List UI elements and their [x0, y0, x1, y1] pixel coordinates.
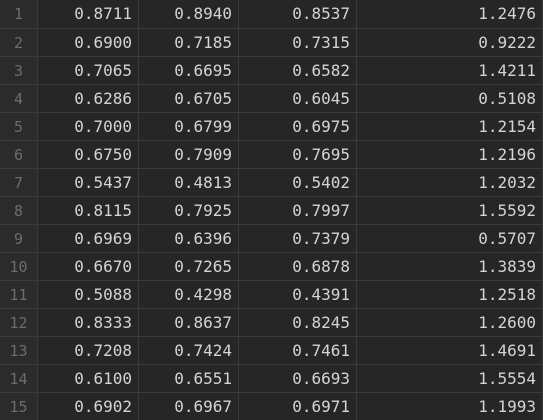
table-cell[interactable]: 0.5088: [38, 281, 139, 308]
table-cell[interactable]: 1.2032: [357, 169, 543, 196]
table-cell[interactable]: 0.7925: [139, 197, 239, 224]
table-row: 6 0.6750 0.7909 0.7695 1.2196: [0, 141, 543, 169]
table-cell[interactable]: 0.7424: [139, 337, 239, 364]
table-cell[interactable]: 0.6967: [139, 393, 239, 420]
table-cell[interactable]: 0.7208: [38, 337, 139, 364]
table-cell[interactable]: 0.7461: [239, 337, 357, 364]
table-row: 15 0.6902 0.6967 0.6971 1.1993: [0, 393, 543, 420]
table-row: 12 0.8333 0.8637 0.8245 1.2600: [0, 309, 543, 337]
table-cell[interactable]: 0.8333: [38, 309, 139, 336]
table-cell[interactable]: 0.7315: [239, 29, 357, 56]
table-cell[interactable]: 0.6396: [139, 225, 239, 252]
table-cell[interactable]: 0.6878: [239, 253, 357, 280]
table-cell[interactable]: 1.1993: [357, 393, 543, 420]
row-number[interactable]: 5: [0, 113, 38, 140]
table-cell[interactable]: 0.8115: [38, 197, 139, 224]
table-cell[interactable]: 0.5108: [357, 85, 543, 112]
row-number[interactable]: 4: [0, 85, 38, 112]
table-cell[interactable]: 0.6705: [139, 85, 239, 112]
table-cell[interactable]: 0.8637: [139, 309, 239, 336]
table-cell[interactable]: 0.6750: [38, 141, 139, 168]
table-cell[interactable]: 0.6670: [38, 253, 139, 280]
table-cell[interactable]: 0.6695: [139, 57, 239, 84]
table-cell[interactable]: 0.6693: [239, 365, 357, 392]
table-cell[interactable]: 0.6902: [38, 393, 139, 420]
table-cell[interactable]: 0.6975: [239, 113, 357, 140]
row-number[interactable]: 14: [0, 365, 38, 392]
table-cell[interactable]: 0.8245: [239, 309, 357, 336]
row-number[interactable]: 11: [0, 281, 38, 308]
table-cell[interactable]: 0.6971: [239, 393, 357, 420]
table-cell[interactable]: 0.6900: [38, 29, 139, 56]
table-row: 14 0.6100 0.6551 0.6693 1.5554: [0, 365, 543, 393]
table-row: 7 0.5437 0.4813 0.5402 1.2032: [0, 169, 543, 197]
table-row: 5 0.7000 0.6799 0.6975 1.2154: [0, 113, 543, 141]
table-row: 11 0.5088 0.4298 0.4391 1.2518: [0, 281, 543, 309]
table-cell[interactable]: 0.7185: [139, 29, 239, 56]
row-number[interactable]: 2: [0, 29, 38, 56]
table-cell[interactable]: 1.2154: [357, 113, 543, 140]
table-cell[interactable]: 0.4298: [139, 281, 239, 308]
table-row: 8 0.8115 0.7925 0.7997 1.5592: [0, 197, 543, 225]
table-cell[interactable]: 0.6969: [38, 225, 139, 252]
table-cell[interactable]: 0.9222: [357, 29, 543, 56]
table-cell[interactable]: 0.7265: [139, 253, 239, 280]
row-number[interactable]: 15: [0, 393, 38, 420]
table-row: 9 0.6969 0.6396 0.7379 0.5707: [0, 225, 543, 253]
row-number[interactable]: 3: [0, 57, 38, 84]
table-cell[interactable]: 0.6551: [139, 365, 239, 392]
table-cell[interactable]: 0.4391: [239, 281, 357, 308]
table-row: 13 0.7208 0.7424 0.7461 1.4691: [0, 337, 543, 365]
table-cell[interactable]: 1.3839: [357, 253, 543, 280]
table-cell[interactable]: 1.5592: [357, 197, 543, 224]
table-cell[interactable]: 0.5707: [357, 225, 543, 252]
table-row: 3 0.7065 0.6695 0.6582 1.4211: [0, 57, 543, 85]
table-cell[interactable]: 0.8940: [139, 0, 239, 28]
table-cell[interactable]: 0.6582: [239, 57, 357, 84]
row-number[interactable]: 13: [0, 337, 38, 364]
table-cell[interactable]: 0.6045: [239, 85, 357, 112]
table-cell[interactable]: 1.2600: [357, 309, 543, 336]
row-number[interactable]: 12: [0, 309, 38, 336]
table-row: 1 0.8711 0.8940 0.8537 1.2476: [0, 0, 543, 29]
row-number[interactable]: 6: [0, 141, 38, 168]
table-cell[interactable]: 1.5554: [357, 365, 543, 392]
table-cell[interactable]: 0.7000: [38, 113, 139, 140]
row-number[interactable]: 8: [0, 197, 38, 224]
table-cell[interactable]: 0.6100: [38, 365, 139, 392]
row-number[interactable]: 1: [0, 0, 38, 28]
table-cell[interactable]: 1.2518: [357, 281, 543, 308]
table-cell[interactable]: 0.7695: [239, 141, 357, 168]
table-cell[interactable]: 0.8537: [239, 0, 357, 28]
table-cell[interactable]: 0.7065: [38, 57, 139, 84]
table-cell[interactable]: 0.6286: [38, 85, 139, 112]
table-cell[interactable]: 0.5402: [239, 169, 357, 196]
table-cell[interactable]: 0.7997: [239, 197, 357, 224]
table-cell[interactable]: 0.5437: [38, 169, 139, 196]
row-number[interactable]: 7: [0, 169, 38, 196]
table-cell[interactable]: 0.7379: [239, 225, 357, 252]
table-cell[interactable]: 0.4813: [139, 169, 239, 196]
row-number[interactable]: 10: [0, 253, 38, 280]
table-cell[interactable]: 1.2196: [357, 141, 543, 168]
table-row: 4 0.6286 0.6705 0.6045 0.5108: [0, 85, 543, 113]
table-cell[interactable]: 0.8711: [38, 0, 139, 28]
table-row: 10 0.6670 0.7265 0.6878 1.3839: [0, 253, 543, 281]
table-cell[interactable]: 1.4211: [357, 57, 543, 84]
row-number[interactable]: 9: [0, 225, 38, 252]
table-row: 2 0.6900 0.7185 0.7315 0.9222: [0, 29, 543, 57]
table-cell[interactable]: 1.2476: [357, 0, 543, 28]
table-cell[interactable]: 0.7909: [139, 141, 239, 168]
table-cell[interactable]: 1.4691: [357, 337, 543, 364]
table-cell[interactable]: 0.6799: [139, 113, 239, 140]
